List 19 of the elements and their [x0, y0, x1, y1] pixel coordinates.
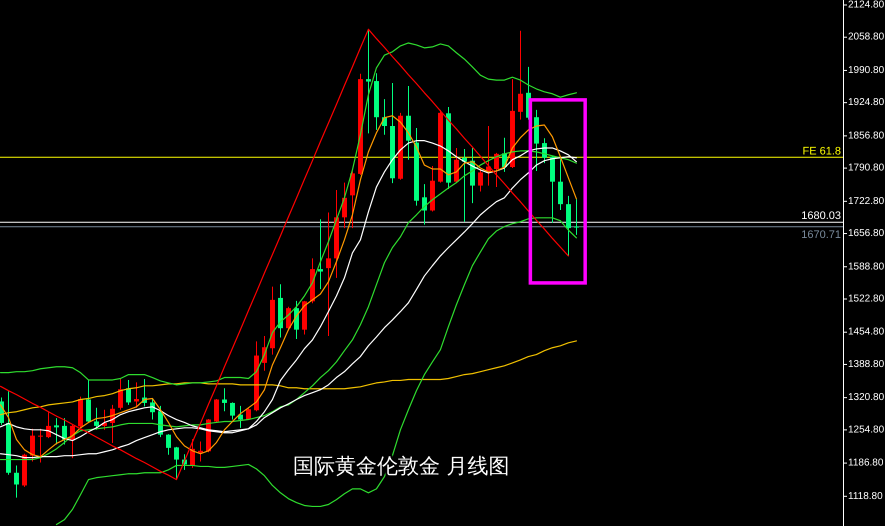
y-tick-label: 1320.80	[848, 392, 885, 404]
y-tick-label: 1990.80	[848, 64, 885, 76]
y-tick-label: 1118.80	[848, 490, 884, 502]
y-tick-label: 1388.80	[848, 358, 885, 370]
y-tick-label: 1656.80	[848, 228, 885, 240]
y-tick-label: 1588.80	[848, 261, 885, 272]
ref-line-label: 1670.71	[801, 228, 841, 241]
y-tick-label: 1924.80	[848, 97, 885, 108]
y-tick-label: 1186.80	[848, 458, 884, 469]
ref-line-label: FE 61.8	[802, 145, 841, 158]
y-tick-label: 1722.80	[848, 196, 885, 207]
ref-line-label: 1680.03	[801, 210, 841, 222]
y-tick-label: 1856.80	[848, 130, 885, 142]
y-tick-label: 2058.80	[848, 32, 885, 43]
y-tick-label: 1522.80	[848, 293, 885, 304]
y-tick-label: 2124.80	[848, 0, 885, 10]
y-tick-label: 1790.80	[848, 162, 885, 174]
y-tick-label: 1454.80	[848, 326, 885, 338]
y-tick-label: 1254.80	[848, 424, 885, 436]
